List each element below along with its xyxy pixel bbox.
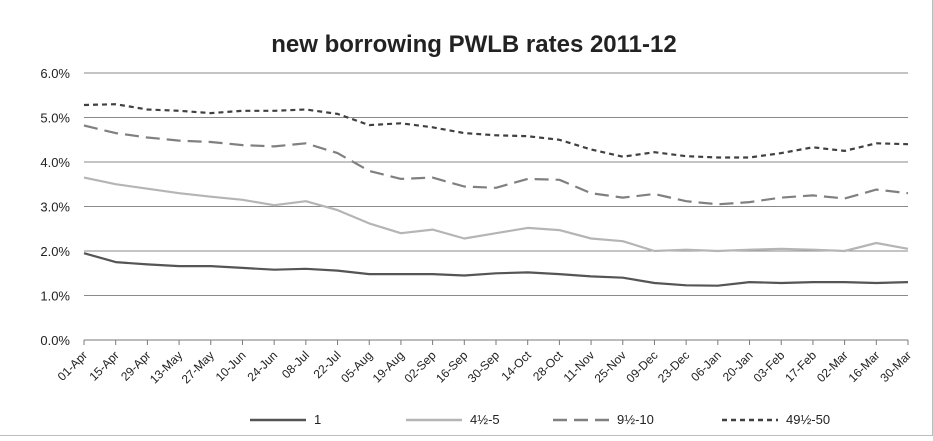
x-tick-label: 24-Jun: [244, 348, 280, 384]
y-tick-label: 0.0%: [40, 333, 70, 348]
y-tick-label: 4.0%: [40, 155, 70, 170]
y-tick-label: 5.0%: [40, 111, 70, 126]
x-tick-label: 13-May: [147, 348, 185, 386]
x-tick-label: 23-Dec: [655, 348, 692, 385]
legend-label: 4½-5: [470, 412, 500, 427]
y-tick-label: 3.0%: [40, 200, 70, 215]
series-line: [83, 176, 909, 253]
legend-label: 49½-50: [786, 412, 830, 427]
x-axis-ticks: 01-Apr15-Apr29-Apr13-May27-May10-Jun24-J…: [55, 348, 914, 387]
y-tick-label: 1.0%: [40, 289, 70, 304]
y-tick-label: 2.0%: [40, 244, 70, 259]
x-tick-label: 19-Aug: [370, 348, 407, 385]
x-tick-label: 28-Oct: [530, 348, 566, 384]
x-tick-label: 30-Sep: [465, 348, 502, 385]
x-tick-label: 01-Apr: [55, 348, 90, 383]
x-tick-label: 17-Feb: [782, 348, 819, 385]
x-tick-label: 15-Apr: [86, 348, 121, 383]
y-tick-label: 6.0%: [40, 66, 70, 81]
x-tick-label: 02-Sep: [401, 348, 438, 385]
x-tick-label: 02-Mar: [814, 348, 851, 385]
x-tick-label: 20-Jan: [720, 348, 756, 384]
gridlines: [84, 72, 908, 341]
series-lines: [83, 103, 909, 287]
legend: 1 4½-5 9½-10 49½-50: [250, 412, 830, 427]
x-axis: [83, 339, 909, 345]
x-tick-label: 14-Oct: [498, 348, 534, 384]
series-line: [83, 124, 909, 206]
chart-title: new borrowing PWLB rates 2011-12: [271, 31, 676, 58]
x-tick-label: 09-Dec: [623, 348, 660, 385]
y-axis-ticks: 0.0% 1.0% 2.0% 3.0% 4.0% 5.0% 6.0%: [40, 66, 70, 348]
series-line: [83, 252, 909, 287]
x-tick-label: 25-Nov: [592, 348, 629, 385]
x-tick-label: 06-Jan: [688, 348, 724, 384]
x-tick-label: 05-Aug: [338, 348, 375, 385]
x-tick-label: 08-Jul: [279, 348, 312, 381]
x-tick-label: 16-Sep: [433, 348, 470, 385]
x-tick-label: 27-May: [179, 348, 217, 386]
legend-label: 9½-10: [617, 412, 654, 427]
x-tick-label: 11-Nov: [561, 348, 598, 385]
x-tick-label: 03-Feb: [751, 348, 788, 385]
legend-label: 1: [314, 412, 321, 427]
x-tick-label: 30-Mar: [877, 348, 914, 385]
x-tick-label: 16-Mar: [846, 348, 883, 385]
x-tick-label: 10-Jun: [213, 348, 249, 384]
series-line: [83, 103, 909, 159]
